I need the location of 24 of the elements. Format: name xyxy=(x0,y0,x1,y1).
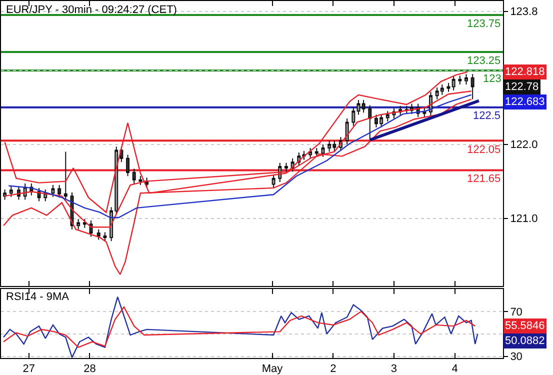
ref-line-label: 121.65 xyxy=(467,173,501,185)
ref-line-label: 123 xyxy=(483,73,502,85)
x-tick-label: 27 xyxy=(22,363,36,375)
ref-line-label: 122.05 xyxy=(467,144,501,156)
y-tick-label: 30 xyxy=(510,351,522,364)
chart-title: EUR/JPY - 30min - 09:24:27 (CET) xyxy=(6,4,177,16)
x-tick-label: 28 xyxy=(84,363,96,375)
y-tick-label: 122.0 xyxy=(510,139,538,152)
x-tick-label: 2 xyxy=(330,363,336,375)
text: 122.818 xyxy=(505,66,545,78)
y-tick-label: 123.8 xyxy=(510,6,538,18)
text: 50.0882 xyxy=(505,335,545,347)
text: 122.683 xyxy=(505,96,545,108)
chart-title: RSI14 - 9MA xyxy=(6,291,70,303)
text: 55.5846 xyxy=(505,320,545,332)
y-tick-label: 70 xyxy=(510,306,522,318)
y-tick-label: 121.0 xyxy=(510,213,538,226)
ref-line-label: 122.5 xyxy=(473,110,501,122)
x-tick-label: May xyxy=(262,363,284,375)
text: 122.78 xyxy=(505,81,539,93)
ref-line-label: 123.75 xyxy=(467,18,501,30)
x-tick-label: 4 xyxy=(452,363,458,375)
ref-line-label: 123.25 xyxy=(467,55,501,67)
x-tick-label: 3 xyxy=(390,363,398,375)
